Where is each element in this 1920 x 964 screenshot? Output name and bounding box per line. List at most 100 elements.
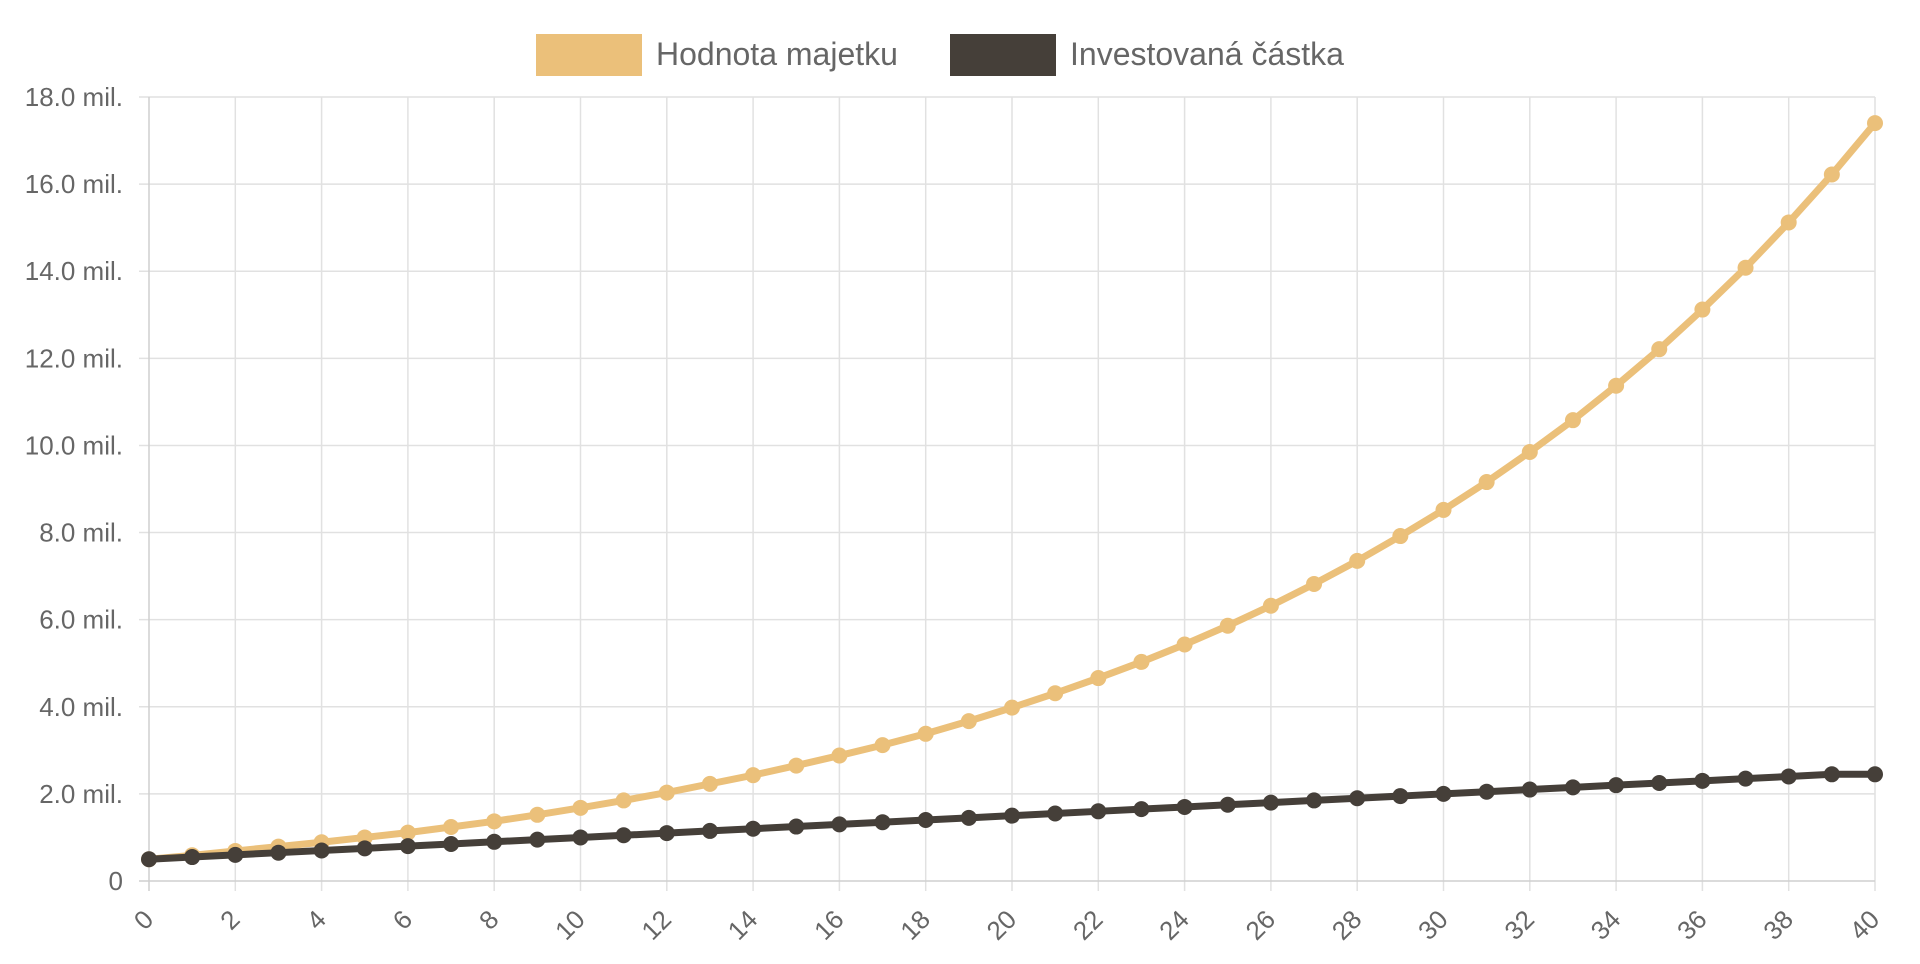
data-point xyxy=(399,824,416,841)
grid xyxy=(139,96,1876,891)
data-point xyxy=(141,851,157,868)
data-point xyxy=(701,775,718,792)
legend-label: Investovaná částka xyxy=(1070,36,1344,72)
data-point xyxy=(443,835,460,852)
x-tick-label: 28 xyxy=(1326,904,1368,946)
data-point xyxy=(788,757,805,774)
x-tick-label: 10 xyxy=(549,904,591,946)
x-tick-label: 2 xyxy=(214,904,245,935)
data-point xyxy=(1176,798,1193,815)
y-tick-label: 12.0 mil. xyxy=(25,343,123,373)
data-point xyxy=(831,747,848,764)
x-tick-label: 16 xyxy=(808,904,850,946)
data-point xyxy=(1694,772,1711,789)
data-point xyxy=(1867,115,1883,132)
x-tick-label: 24 xyxy=(1153,904,1195,946)
data-point xyxy=(1608,777,1625,794)
data-point xyxy=(572,799,589,816)
x-tick-label: 12 xyxy=(635,904,677,946)
data-point xyxy=(1306,792,1323,809)
data-point xyxy=(615,792,632,809)
data-point xyxy=(1780,768,1797,785)
data-point xyxy=(1823,766,1840,783)
data-point xyxy=(615,827,632,844)
x-axis-ticks: 0 2 4 6 8 10 12 14 16 18 20 22 24 26 28 30 32 34 36 38 40 xyxy=(128,904,1885,946)
y-axis-ticks: 0 2.0 mil. 4.0 mil. 6.0 mil. 8.0 mil. 10.0 mi… xyxy=(25,82,123,896)
legend-item[interactable]: Hodnota majetku xyxy=(536,34,898,76)
legend-swatch xyxy=(536,34,642,76)
data-point xyxy=(1435,501,1452,518)
data-point xyxy=(874,737,891,754)
data-point xyxy=(917,725,934,742)
y-tick-label: 2.0 mil. xyxy=(39,779,123,809)
data-point xyxy=(270,844,287,861)
x-tick-label: 36 xyxy=(1671,904,1713,946)
data-point xyxy=(443,818,460,835)
y-tick-label: 6.0 mil. xyxy=(39,605,123,635)
data-point xyxy=(572,829,589,846)
data-point xyxy=(874,814,891,831)
data-point xyxy=(486,833,503,850)
data-point xyxy=(529,806,546,823)
data-point xyxy=(1521,781,1538,798)
legend: Hodnota majetku Investovaná částka xyxy=(536,34,1344,76)
x-tick-label: 32 xyxy=(1498,904,1540,946)
data-point xyxy=(1047,805,1064,822)
data-point xyxy=(831,816,848,833)
x-tick-label: 38 xyxy=(1757,904,1799,946)
legend-label: Hodnota majetku xyxy=(656,36,898,72)
data-point xyxy=(1047,685,1064,702)
data-point xyxy=(1780,214,1797,231)
data-point xyxy=(1004,807,1020,824)
data-point xyxy=(1564,412,1581,429)
data-point xyxy=(1823,166,1840,183)
legend-item[interactable]: Investovaná částka xyxy=(950,34,1344,76)
data-point xyxy=(529,831,546,848)
data-point xyxy=(1262,597,1279,614)
x-tick-label: 20 xyxy=(981,904,1023,946)
data-point xyxy=(745,820,762,837)
data-point xyxy=(1521,443,1538,460)
x-tick-label: 22 xyxy=(1067,904,1109,946)
data-point xyxy=(1608,377,1625,394)
series-investovana-castka xyxy=(141,766,1883,868)
data-point xyxy=(1651,341,1668,358)
data-point xyxy=(1392,788,1409,805)
y-tick-label: 10.0 mil. xyxy=(25,430,123,460)
x-tick-label: 8 xyxy=(473,904,504,935)
x-tick-label: 14 xyxy=(722,904,764,946)
data-point xyxy=(184,849,201,866)
series-hodnota-majetku xyxy=(141,115,1883,868)
data-point xyxy=(1694,301,1711,318)
data-point xyxy=(1262,794,1279,811)
y-tick-label: 16.0 mil. xyxy=(25,169,123,199)
data-point xyxy=(1176,636,1193,653)
y-tick-label: 4.0 mil. xyxy=(39,692,123,722)
data-point xyxy=(1478,783,1495,800)
data-point xyxy=(486,813,503,830)
legend-swatch xyxy=(950,34,1056,76)
data-point xyxy=(701,822,718,839)
y-tick-label: 0 xyxy=(109,866,123,896)
data-point xyxy=(1737,770,1754,787)
data-point xyxy=(658,825,675,842)
data-point xyxy=(960,809,977,826)
data-point xyxy=(1133,653,1150,670)
data-point xyxy=(1090,670,1107,687)
data-point xyxy=(1306,575,1323,592)
x-tick-label: 30 xyxy=(1412,904,1454,946)
data-point xyxy=(227,846,244,863)
series-group xyxy=(141,115,1883,868)
data-point xyxy=(960,713,977,730)
data-point xyxy=(1133,801,1150,818)
data-point xyxy=(1737,259,1754,276)
data-point xyxy=(1349,790,1366,807)
axes xyxy=(139,97,1875,891)
x-tick-label: 0 xyxy=(128,904,159,935)
data-point xyxy=(356,840,373,857)
data-point xyxy=(1651,775,1668,791)
x-tick-label: 40 xyxy=(1844,904,1886,946)
data-point xyxy=(1219,617,1236,634)
